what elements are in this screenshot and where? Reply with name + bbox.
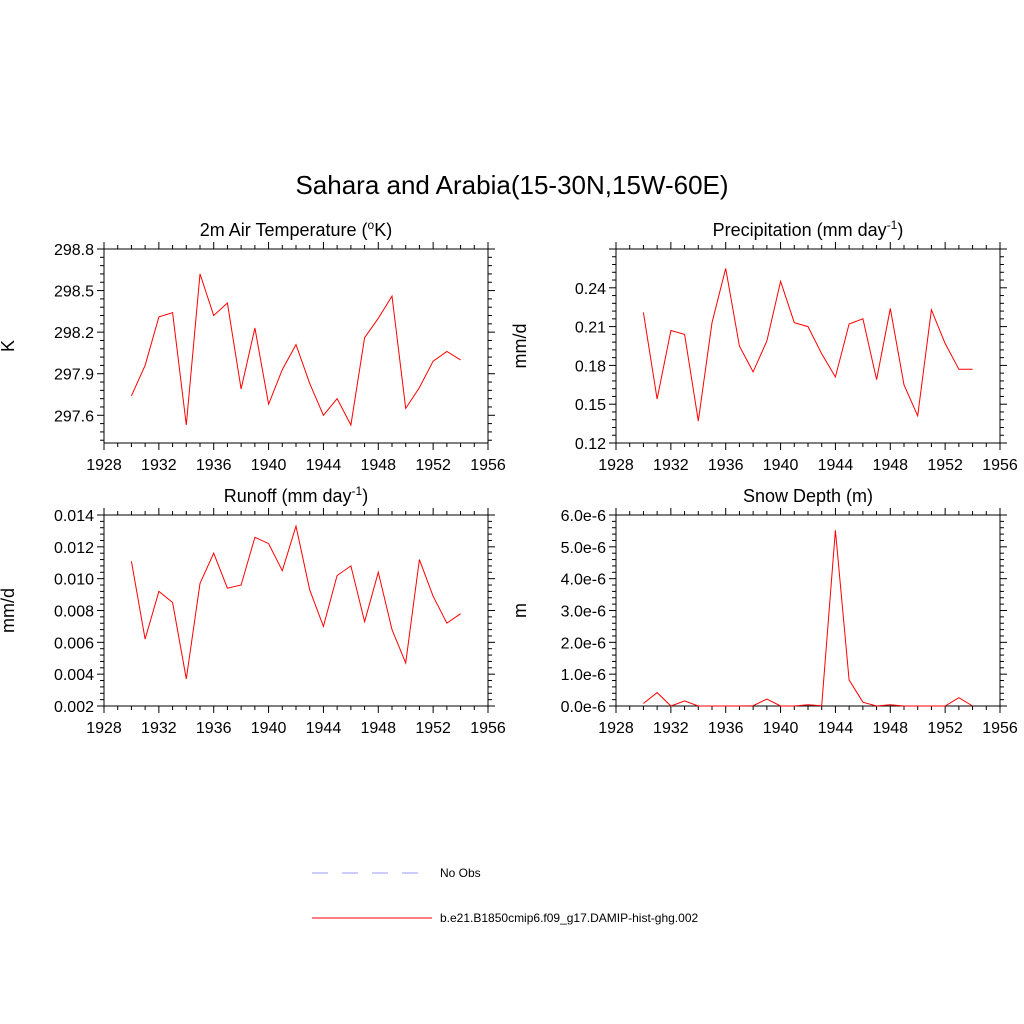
series-line	[643, 530, 973, 707]
x-tick-label: 1948	[360, 720, 396, 737]
y-tick-label: 0.004	[54, 667, 94, 684]
y-tick-label: 3.0e-6	[561, 604, 606, 621]
plot-frame	[615, 248, 1001, 444]
y-tick-label: 0.18	[575, 358, 606, 375]
x-tick-label: 1952	[415, 457, 451, 474]
x-tick-label: 1948	[360, 457, 396, 474]
y-tick-label: 0.21	[575, 320, 606, 337]
x-tick-label: 1952	[415, 720, 451, 737]
x-tick-label: 1944	[306, 457, 342, 474]
y-tick-label: 5.0e-6	[561, 540, 606, 557]
x-tick-label: 1944	[306, 720, 342, 737]
legend: No Obs b.e21.B1850cmip6.f09_g17.DAMIP-his…	[312, 866, 698, 925]
y-tick-label: 297.9	[54, 367, 94, 384]
y-tick-label: 2.0e-6	[561, 635, 606, 652]
y-tick-label: 298.8	[54, 242, 94, 259]
plot-frame	[615, 514, 1001, 707]
x-tick-label: 1956	[470, 457, 506, 474]
x-tick-label: 1936	[708, 457, 744, 474]
y-tick-label: 0.014	[54, 508, 94, 525]
plot-frame	[103, 514, 489, 707]
x-tick-label: 1956	[982, 457, 1018, 474]
x-tick-label: 1928	[86, 720, 122, 737]
x-tick-label: 1932	[141, 457, 177, 474]
x-tick-label: 1944	[818, 457, 854, 474]
y-tick-label: 0.24	[575, 281, 606, 298]
x-tick-label: 1940	[763, 457, 799, 474]
x-tick-label: 1956	[470, 720, 506, 737]
x-tick-label: 1940	[251, 720, 287, 737]
chart-panel-4: 1928 1932 1936 1940 1944 1948 1952 1956 0.0e-6 1.…	[510, 486, 1018, 737]
x-tick-label: 1928	[598, 457, 634, 474]
y-tick-label: 0.15	[575, 397, 606, 414]
y-tick-label: 0.0e-6	[561, 699, 606, 716]
y-tick-label: 298.5	[54, 284, 94, 301]
chart-panel-1: 1928 1932 1936 1940 1944 1948 1952 1956 297.6 297…	[0, 218, 506, 474]
y-tick-label: 0.002	[54, 699, 94, 716]
legend-entry-1: No Obs	[312, 866, 481, 880]
figure-title: Sahara and Arabia(15-30N,15W-60E)	[295, 170, 728, 200]
y-tick-label: 297.6	[54, 408, 94, 425]
x-tick-label: 1940	[251, 457, 287, 474]
y-tick-label: 6.0e-6	[561, 508, 606, 525]
x-tick-label: 1936	[196, 720, 232, 737]
x-tick-label: 1952	[927, 720, 963, 737]
x-tick-label: 1932	[653, 457, 689, 474]
y-tick-label: 0.010	[54, 572, 94, 589]
y-axis-label: mm/d	[0, 588, 18, 633]
panel-title: Runoff (mm day-1)	[224, 484, 368, 506]
panel-title: Snow Depth (m)	[743, 486, 873, 506]
x-tick-label: 1956	[982, 720, 1018, 737]
y-axis-label: K	[0, 340, 18, 352]
x-tick-label: 1936	[708, 720, 744, 737]
x-tick-label: 1948	[872, 457, 908, 474]
chart-panel-3: 1928 1932 1936 1940 1944 1948 1952 1956 0.002 0.0…	[0, 484, 506, 737]
y-tick-label: 298.2	[54, 325, 94, 342]
x-tick-label: 1928	[86, 457, 122, 474]
legend-label: b.e21.B1850cmip6.f09_g17.DAMIP-hist-ghg.…	[440, 911, 698, 925]
legend-entry-2: b.e21.B1850cmip6.f09_g17.DAMIP-hist-ghg.…	[312, 911, 698, 925]
y-tick-label: 0.12	[575, 436, 606, 453]
chart-panels: 1928 1932 1936 1940 1944 1948 1952 1956 297.6 297…	[0, 218, 1018, 737]
series-line	[130, 524, 461, 679]
x-tick-label: 1928	[598, 720, 634, 737]
x-tick-label: 1932	[141, 720, 177, 737]
chart-panel-2: 1928 1932 1936 1940 1944 1948 1952 1956 0.12 0.15…	[510, 218, 1018, 474]
y-tick-label: 0.012	[54, 540, 94, 557]
y-tick-label: 0.008	[54, 604, 94, 621]
x-tick-label: 1944	[818, 720, 854, 737]
y-tick-label: 1.0e-6	[561, 667, 606, 684]
panel-title: 2m Air Temperature (oK)	[200, 218, 392, 240]
y-tick-label: 0.006	[54, 635, 94, 652]
panel-title: Precipitation (mm day-1)	[713, 218, 904, 240]
x-tick-label: 1948	[872, 720, 908, 737]
y-axis-label: mm/d	[510, 324, 530, 369]
y-axis-label: m	[510, 603, 530, 618]
series-line	[130, 273, 461, 427]
x-tick-label: 1932	[653, 720, 689, 737]
y-tick-label: 4.0e-6	[561, 572, 606, 589]
series-line	[642, 268, 973, 422]
x-tick-label: 1952	[927, 457, 963, 474]
legend-label: No Obs	[440, 866, 481, 880]
x-tick-label: 1936	[196, 457, 232, 474]
x-tick-label: 1940	[763, 720, 799, 737]
